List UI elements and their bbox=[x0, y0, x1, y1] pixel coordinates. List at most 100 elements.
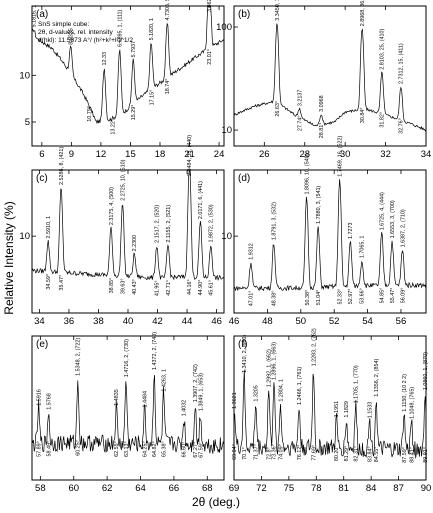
peak-label: 51.04° bbox=[316, 290, 322, 306]
peak-label: 60.25° bbox=[76, 440, 82, 456]
y-tick-label: 10 bbox=[19, 70, 30, 81]
x-tick-label: 60 bbox=[68, 483, 79, 494]
peak-label: 1.1150, (10 2 2) bbox=[402, 374, 408, 412]
peak-label: 45.61° bbox=[209, 280, 215, 296]
peak-label: 8.9335 bbox=[69, 28, 75, 45]
peak-label: 1.2466, 1, (761) bbox=[297, 367, 303, 405]
peak-label: 57.89° bbox=[36, 441, 42, 457]
peak-label: 1.7469, 16, (622) bbox=[337, 135, 343, 176]
peak-label: 23.01° bbox=[207, 49, 213, 65]
peak-label: 1.4484 bbox=[143, 391, 149, 408]
x-tick-label: 87 bbox=[393, 483, 404, 494]
x-tick-label: 58 bbox=[35, 483, 46, 494]
peak-label: 80.20° bbox=[334, 446, 340, 462]
peak-label: 3.2137 bbox=[297, 90, 303, 107]
x-tick-label: 72 bbox=[256, 483, 267, 494]
panel-letter: (a) bbox=[36, 9, 48, 20]
x-tick-label: 81 bbox=[338, 483, 349, 494]
peak-label: 1.1356, 2, (854) bbox=[374, 359, 380, 397]
peak-label: 69.04° bbox=[232, 444, 238, 460]
peak-label: 32.76° bbox=[399, 118, 405, 134]
peak-label: 65.38° bbox=[161, 441, 167, 457]
peak-label: 5.1820, 1 bbox=[149, 18, 155, 40]
peak-label: 1.3907, 2, (742) bbox=[193, 364, 199, 402]
panel-letter: (f) bbox=[238, 339, 247, 350]
peak-label: 1.3410, 2, (660) bbox=[242, 335, 248, 373]
x-tick-label: 15 bbox=[125, 149, 136, 160]
peak-label: 2.3175, 4, (500) bbox=[109, 187, 115, 225]
peak-label: 1.9312 bbox=[249, 243, 255, 260]
peak-label: 2.7312, 15, (411) bbox=[399, 43, 405, 84]
info-line: SnS simple cube: bbox=[38, 21, 89, 28]
peak-label: 67.59° bbox=[198, 442, 204, 458]
peak-label: 53.66° bbox=[360, 288, 366, 304]
peak-label: 1.0860, 1, (870) bbox=[423, 352, 429, 390]
x-tick-label: 52 bbox=[329, 316, 340, 327]
peak-label: 47.01° bbox=[249, 291, 255, 307]
spectrum-line bbox=[31, 375, 225, 454]
peak-label: 12.33 bbox=[102, 52, 108, 66]
y-tick-label: 10 bbox=[221, 231, 232, 242]
peak-label: 2.2725, 10, (510) bbox=[120, 159, 126, 200]
peak-label: 1.7880, 3, (541) bbox=[316, 186, 322, 224]
peak-label: 1.4263, 1 bbox=[161, 369, 167, 391]
x-tick-label: 75 bbox=[284, 483, 295, 494]
peak-label: 2.5910, 1 bbox=[46, 216, 52, 238]
x-tick-label: 38 bbox=[93, 316, 104, 327]
x-tick-label: 30 bbox=[340, 149, 351, 160]
peak-label: 2.1155, 2, (521) bbox=[166, 205, 172, 243]
x-tick-label: 42 bbox=[152, 316, 163, 327]
peak-label: 66.60° bbox=[182, 442, 188, 458]
x-tick-label: 26 bbox=[259, 149, 270, 160]
peak-label: 62.55° bbox=[114, 441, 120, 457]
peak-label: 1.2992, 1, (662) bbox=[267, 349, 273, 387]
peak-label: 35.47° bbox=[59, 275, 65, 291]
peak-label: 6.6895, 1, (111) bbox=[117, 9, 123, 46]
spectrum-line bbox=[233, 369, 427, 459]
peak-label: 1.5768 bbox=[46, 393, 52, 410]
x-tick-label: 64 bbox=[135, 483, 146, 494]
peak-label: 1.1829 bbox=[344, 401, 350, 418]
peak-label: 1.8096, 10, (540) bbox=[304, 153, 310, 194]
peak-label: 38.85° bbox=[109, 278, 115, 294]
peak-label: 1.2896, 1, (663) bbox=[272, 342, 278, 380]
peak-label: 2.2300 bbox=[132, 235, 138, 252]
x-tick-label: 66 bbox=[169, 483, 180, 494]
peak-label: 71.37° bbox=[253, 444, 259, 460]
x-tick-label: 62 bbox=[102, 483, 113, 494]
peak-label: 3.8626, 10, (300) bbox=[207, 0, 213, 12]
panel-frame bbox=[31, 335, 225, 481]
panel-frame bbox=[233, 169, 427, 314]
peak-label: 2.0171, 6, (441) bbox=[198, 181, 204, 219]
x-tick-label: 34 bbox=[421, 149, 432, 160]
info-line: d(hkl): 11.5873 A°/ (h²+k²+l²)^1/2 bbox=[38, 36, 133, 44]
peak-label: 2.5286, 8, (421) bbox=[59, 147, 65, 185]
panel-frame bbox=[233, 5, 427, 147]
peak-label: 72.8° bbox=[267, 447, 273, 460]
x-tick-label: 54 bbox=[362, 316, 373, 327]
peak-label: 67.27° bbox=[193, 442, 199, 458]
peak-label: 1.4032 bbox=[182, 400, 188, 417]
panel-letter: (c) bbox=[36, 173, 48, 184]
peak-label: 1.1705, 1, (770) bbox=[353, 365, 359, 403]
peak-label: 1.6553, 3, (700) bbox=[390, 200, 396, 238]
peak-label: 3.0968 bbox=[319, 95, 325, 112]
peak-label: 1.7065, 1 bbox=[360, 236, 366, 258]
peak-label: 17.15° bbox=[149, 90, 155, 106]
x-tick-label: 48 bbox=[262, 316, 273, 327]
peak-label: 1.3621 bbox=[232, 392, 238, 409]
peak-label: 28.81° bbox=[319, 123, 325, 139]
panel-frame bbox=[233, 335, 427, 481]
peak-label: 83.84° bbox=[367, 446, 373, 462]
peak-label: 58.49° bbox=[46, 441, 52, 457]
spectrum-line bbox=[31, 170, 225, 282]
peak-label: 3.3450, 100, (222) bbox=[275, 0, 281, 21]
spectrum-line bbox=[233, 179, 427, 292]
x-tick-label: 84 bbox=[366, 483, 377, 494]
peak-label: 1.1048, (765) bbox=[409, 387, 415, 419]
x-tick-label: 50 bbox=[295, 316, 306, 327]
panel-b: 26 28 30 32 34 10 100 (b) 3.3450, 100, (222) 26.6… bbox=[216, 0, 431, 160]
y-axis-title: Relative Intensity (%) bbox=[2, 201, 16, 314]
y-tick-label: 5 bbox=[25, 117, 30, 128]
peak-label: 1.6387, 2, (710) bbox=[400, 209, 406, 247]
